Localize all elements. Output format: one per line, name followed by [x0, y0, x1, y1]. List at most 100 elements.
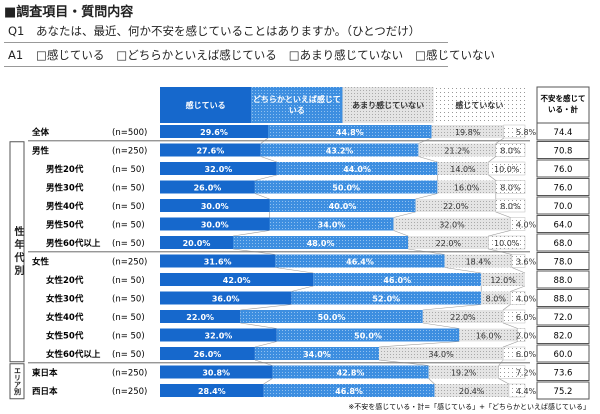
connector-line: [422, 322, 460, 329]
total-value: 88.0: [554, 295, 573, 305]
bar-segment: [276, 328, 460, 342]
bar-segment: [444, 254, 512, 268]
total-header-box: [536, 86, 590, 124]
data-label: 22.0%: [436, 239, 462, 248]
row-label: 女性: [32, 257, 50, 268]
bar-segment: [313, 273, 482, 286]
data-label: 26.0%: [194, 350, 222, 359]
bar-segment: [254, 347, 379, 360]
row-label: 全体: [31, 127, 50, 138]
connector-line: [232, 230, 270, 237]
row-n: (n= 50): [112, 313, 145, 323]
bar-segment: [459, 328, 518, 342]
total-value: 68.0: [554, 239, 573, 249]
bar-segment: [508, 383, 526, 398]
bar-segment: [517, 328, 526, 342]
total-box: [536, 252, 590, 270]
row-label: 女性50代: [46, 331, 84, 342]
bar-segment: [510, 217, 526, 231]
legend-swatch: [251, 87, 343, 123]
row-n: (n=250): [112, 147, 147, 157]
legend-label: 感じていない: [455, 100, 503, 110]
connector-line: [428, 378, 435, 385]
row-n: (n= 50): [112, 295, 145, 305]
data-label: 46.4%: [346, 258, 374, 267]
row-label: 女性60代以上: [46, 349, 101, 360]
connector-line: [488, 230, 511, 237]
total-value: 70.0: [554, 202, 573, 212]
total-value: 82.0: [554, 332, 573, 342]
legend-label: 感じている: [186, 100, 226, 110]
data-label: 32.0%: [439, 221, 465, 230]
connector-line: [393, 230, 409, 237]
connector-line: [422, 304, 482, 311]
bar-segment: [428, 365, 499, 379]
answer-option: □あまり感じていない: [288, 48, 404, 62]
row-n: (n=250): [112, 387, 147, 397]
bar-segment: [160, 180, 255, 194]
legend-label: どちらかといえば感じて: [253, 94, 341, 104]
bar-segment: [276, 162, 438, 175]
total-header: いる・計: [548, 104, 578, 114]
data-label: 18.4%: [466, 258, 492, 267]
row-label: 女性40代: [46, 312, 84, 323]
data-label: 34.0%: [428, 350, 454, 359]
bar-segment: [160, 328, 277, 342]
total-box: [536, 122, 590, 141]
bar-segment: [481, 291, 511, 305]
row-n: (n= 50): [112, 350, 145, 360]
bar-segment: [495, 198, 526, 213]
legend-label: あまり感じていない: [352, 100, 424, 110]
divider: [4, 66, 448, 67]
connector-line: [260, 156, 277, 163]
data-label: 21.2%: [444, 147, 470, 156]
question-label: Q1: [8, 24, 25, 38]
bar-segment: [160, 254, 276, 268]
data-label: 42.0%: [223, 276, 251, 285]
data-label: 43.2%: [326, 147, 354, 156]
bar-segment: [503, 124, 526, 139]
total-value: 76.0: [554, 184, 573, 194]
connector-line: [240, 322, 277, 329]
bar-segment: [254, 180, 438, 194]
question-text: あなたは、最近、何か不安を感じていることはありますか。（ひとつだけ）: [36, 24, 421, 38]
bar-segment: [268, 125, 432, 138]
data-label: 4.4%: [516, 387, 537, 396]
total-box: [536, 307, 590, 326]
bar-segment: [160, 291, 292, 305]
data-label: 46.8%: [335, 387, 363, 396]
total-box: [536, 381, 590, 400]
connector-line: [511, 267, 526, 274]
connector-line: [444, 267, 482, 274]
data-label: 32.0%: [205, 332, 233, 341]
connector-line: [502, 341, 518, 348]
row-label: 男性20代: [46, 164, 84, 175]
connector-line: [254, 341, 277, 348]
connector-line: [254, 174, 277, 181]
data-label: 26.0%: [194, 184, 222, 193]
section-title: ■調査項目・質問内容: [4, 5, 134, 20]
row-n: (n= 50): [112, 184, 145, 194]
data-label: 30.8%: [202, 369, 230, 378]
row-label: 女性20代: [46, 275, 84, 286]
row-n: (n= 50): [112, 239, 145, 249]
data-label: 5.8%: [516, 128, 537, 137]
data-label: 8.0%: [500, 184, 521, 193]
bar-segment: [437, 162, 489, 175]
total-value: 75.2: [554, 387, 573, 397]
row-n: (n= 50): [112, 276, 145, 286]
data-label: 30.0%: [201, 221, 229, 230]
bar-segment: [275, 254, 445, 268]
data-label: 28.4%: [198, 387, 226, 396]
total-box: [536, 233, 590, 252]
data-label: 22.0%: [186, 313, 214, 322]
bar-segment: [431, 125, 504, 138]
bar-segment: [408, 236, 489, 249]
row-label: 男性: [32, 146, 50, 157]
data-label: 4.0%: [516, 295, 537, 304]
row-label: 男性50代: [46, 220, 84, 231]
question-line: Q1 あなたは、最近、何か不安を感じていることはありますか。（ひとつだけ）: [8, 23, 420, 39]
data-label: 14.0%: [450, 165, 476, 174]
bar-segment: [160, 236, 233, 249]
bar-segment: [437, 180, 496, 194]
